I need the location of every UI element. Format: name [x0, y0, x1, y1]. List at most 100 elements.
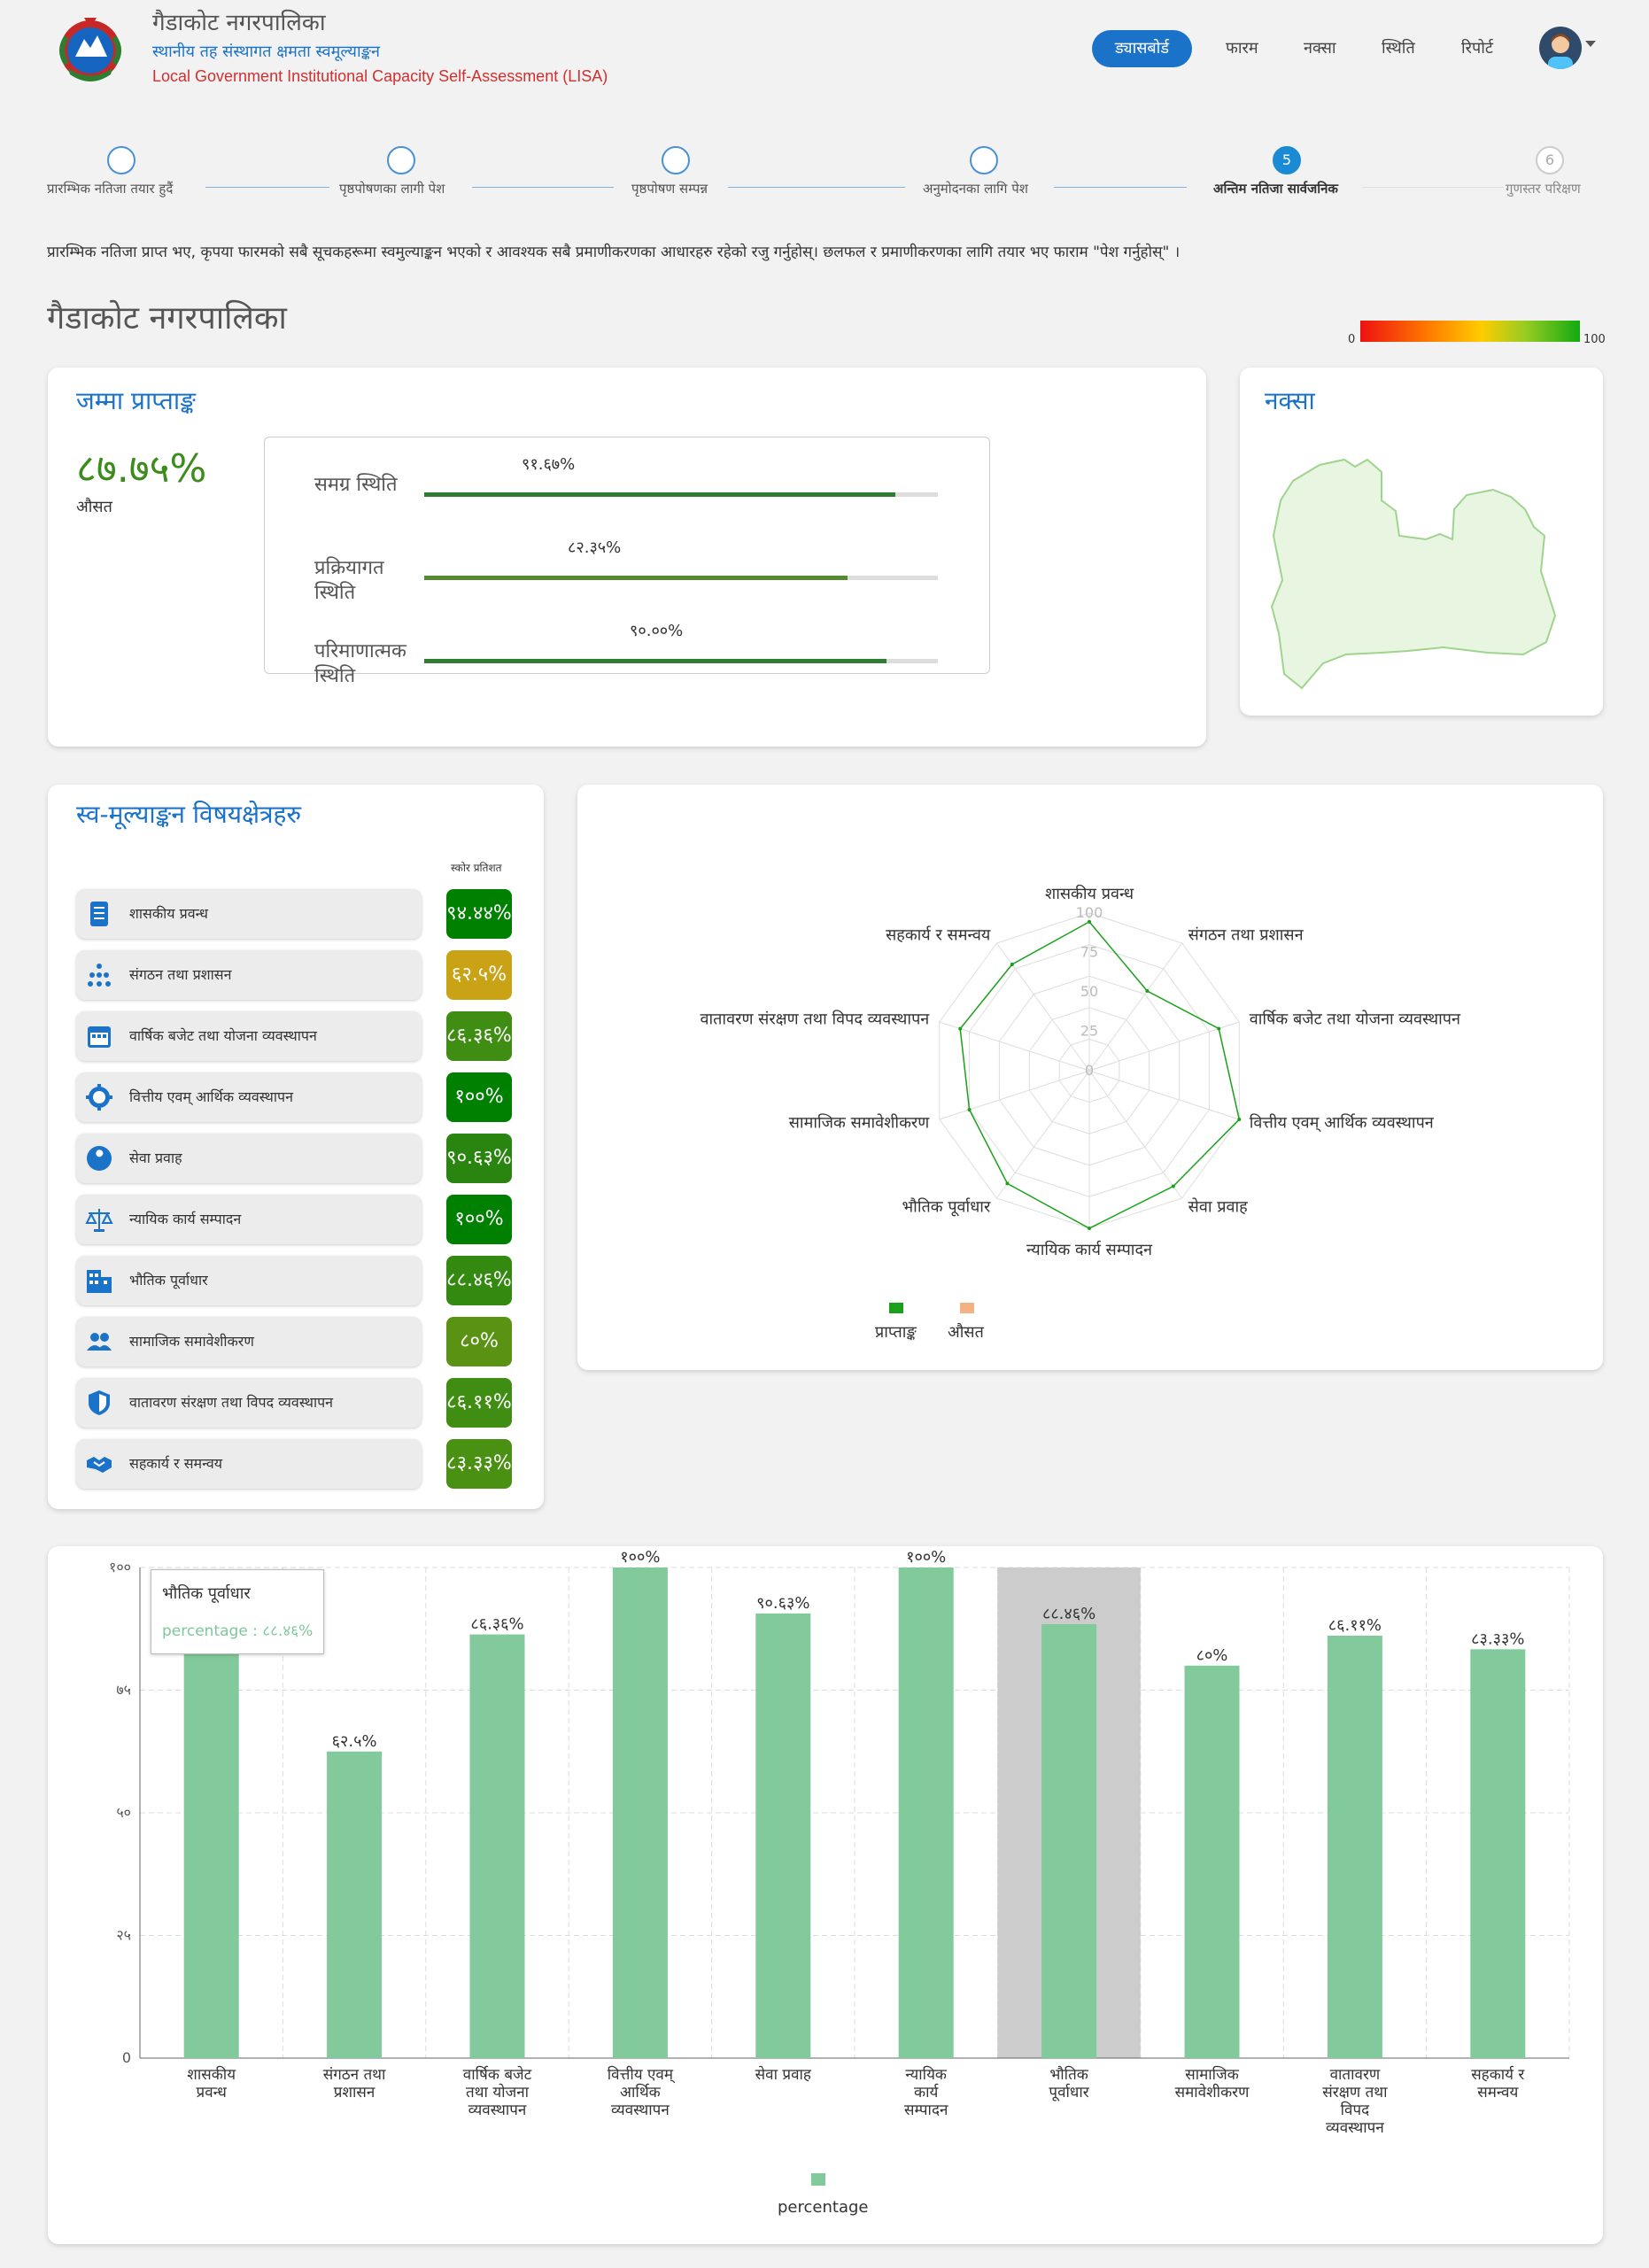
x-tick-label: समावेशीकरण	[1175, 2083, 1250, 2102]
y-tick-label: १००	[109, 1559, 131, 1575]
legend-swatch-percentage	[811, 2173, 825, 2186]
radar-series-score	[959, 920, 1241, 1229]
radar-chart-card: 0 25 50 75 100 शासकीय प्रवन्ध संगठन तथा प्रशास…	[577, 785, 1603, 1370]
legend-swatch-average	[960, 1303, 974, 1313]
x-tick-label: सामाजिक	[1185, 2065, 1239, 2084]
y-tick-label: ७५	[116, 1682, 131, 1699]
bar-data-label: ६२.५%	[332, 1732, 377, 1751]
radar-axis-label: वित्तीय एवम् आर्थिक व्यवस्थापन	[1250, 1113, 1435, 1133]
domain-score-badge: ९०.६३%	[446, 1134, 512, 1183]
legend-label-average[interactable]: औसत	[948, 1323, 984, 1342]
domain-name: संगठन तथा प्रशासन	[129, 966, 232, 983]
x-tick-label: सम्पादन	[904, 2102, 948, 2119]
x-tick-label: संरक्षण तथा	[1322, 2084, 1388, 2102]
step-1-label: प्रारम्भिक नतिजा तयार हुदैं	[47, 181, 174, 197]
radar-point	[1237, 1118, 1242, 1122]
nav-dashboard[interactable]: ड्यासबोर्ड	[1092, 30, 1192, 67]
status-track-quantitative	[424, 659, 938, 663]
x-tick-label: व्यवस्थापन	[468, 2102, 527, 2119]
domain-row[interactable]: भौतिक पूर्वाधार	[76, 1256, 422, 1305]
nav-report[interactable]: रिपोर्ट	[1461, 39, 1493, 58]
step-2-circle	[387, 146, 415, 174]
radar-spoke	[939, 1021, 1090, 1072]
user-menu-caret-icon[interactable]	[1585, 41, 1596, 47]
domain-name: सामाजिक समावेशीकरण	[129, 1333, 254, 1350]
handshake-icon	[87, 1457, 112, 1473]
nav-map[interactable]: नक्सा	[1304, 39, 1336, 58]
radar-spoke	[939, 1070, 1090, 1120]
domain-row[interactable]: सेवा प्रवाह	[76, 1134, 422, 1183]
status-track-overall	[424, 492, 938, 497]
radar-point	[1171, 1184, 1175, 1188]
x-tick-label: व्यवस्थापन	[1326, 2119, 1384, 2137]
domain-row[interactable]: वित्तीय एवम् आर्थिक व्यवस्थापन	[76, 1072, 422, 1122]
radar-tick-label: 25	[1080, 1023, 1098, 1040]
radar-axis-label: सामाजिक समावेशीकरण	[789, 1113, 931, 1133]
domain-score-badge: १००%	[446, 1072, 512, 1122]
x-tick-label: वार्षिक बजेट	[463, 2065, 532, 2084]
bar	[183, 1594, 239, 2058]
municipality-map[interactable]	[1266, 447, 1585, 695]
domain-row[interactable]: संगठन तथा प्रशासन	[76, 950, 422, 1000]
step-4-circle	[970, 146, 998, 174]
color-scale-legend	[1360, 321, 1580, 342]
domain-name: शासकीय प्रवन्ध	[129, 905, 208, 922]
step-5-label: अन्तिम नतिजा सार्वजनिक	[1213, 181, 1338, 197]
scale-min-label: 0	[1348, 333, 1356, 346]
radar-point	[958, 1026, 963, 1031]
domain-name: वातावरण संरक्षण तथा विपद व्यवस्थापन	[129, 1394, 334, 1411]
shield-icon	[89, 1390, 110, 1415]
map-card: नक्सा	[1240, 368, 1603, 716]
tooltip-value: percentage : ८८.४६%	[162, 1622, 314, 1640]
step-2-label: पृष्ठपोषणका लागी पेश	[339, 181, 445, 197]
radar-tick-label: 50	[1080, 983, 1098, 1000]
status-value-process: ८२.३५%	[568, 538, 622, 557]
domain-row[interactable]: शासकीय प्रवन्ध	[76, 889, 422, 939]
organization-icon	[88, 964, 111, 987]
legend-label-score[interactable]: प्राप्ताङ्क	[875, 1323, 917, 1342]
radar-spoke	[995, 1070, 1090, 1199]
domain-row[interactable]: वातावरण संरक्षण तथा विपद व्यवस्थापन	[76, 1378, 422, 1428]
y-tick-label: २५	[116, 1927, 131, 1944]
status-label-quantitative: परिमाणात्मक स्थिति	[314, 640, 406, 687]
bar	[1041, 1623, 1097, 2058]
x-tick-label: समन्वय	[1477, 2084, 1519, 2102]
radar-point	[1217, 1026, 1221, 1031]
nav-status[interactable]: स्थिति	[1382, 39, 1415, 58]
x-tick-label: विपद	[1341, 2101, 1371, 2119]
map-title: नक्सा	[1265, 386, 1315, 415]
status-label-overall: समग्र स्थिति	[314, 474, 398, 496]
x-tick-label: न्यायिक	[905, 2065, 948, 2084]
scale-max-label: 100	[1583, 333, 1606, 346]
domain-name: न्यायिक कार्य सम्पादन	[129, 1211, 242, 1227]
user-avatar[interactable]	[1539, 27, 1582, 69]
bar-data-label: ८८.४६%	[1042, 1605, 1095, 1623]
domain-name: वित्तीय एवम् आर्थिक व्यवस्थापन	[129, 1088, 293, 1105]
domain-row[interactable]: न्यायिक कार्य सम्पादन	[76, 1195, 422, 1244]
step-4-label: अनुमोदनका लागि पेश	[923, 181, 1028, 197]
y-tick-label: 0	[122, 2049, 131, 2066]
domains-title: स्व-मूल्याङ्कन विषयक्षेत्रहरु	[76, 800, 302, 829]
domain-name: सेवा प्रवाह	[129, 1149, 182, 1166]
bar	[755, 1613, 811, 2058]
chart-tooltip: भौतिक पूर्वाधार percentage : ८८.४६%	[151, 1569, 324, 1654]
tooltip-title: भौतिक पूर्वाधार	[162, 1584, 251, 1603]
x-tick-label: तथा योजना	[466, 2083, 530, 2102]
domain-row[interactable]: सामाजिक समावेशीकरण	[76, 1317, 422, 1366]
nav-form[interactable]: फारम	[1226, 39, 1258, 58]
domain-row[interactable]: वार्षिक बजेट तथा योजना व्यवस्थापन	[76, 1011, 422, 1061]
domain-score-badge: ८६.११%	[446, 1378, 512, 1428]
legend-swatch-score	[889, 1303, 903, 1313]
x-tick-label: शासकीय	[187, 2065, 236, 2084]
bar	[469, 1634, 525, 2058]
page-title: गैडाकोट नगरपालिका	[47, 300, 287, 337]
radar-axis-label: संगठन तथा प्रशासन	[1188, 925, 1304, 944]
domain-name: वार्षिक बजेट तथा योजना व्यवस्थापन	[129, 1027, 317, 1044]
bar	[1327, 1635, 1382, 2058]
domains-card: स्व-मूल्याङ्कन विषयक्षेत्रहरु स्कोर प्रत…	[48, 785, 544, 1509]
x-tick-label: आर्थिक	[620, 2083, 662, 2102]
status-track-process	[424, 576, 938, 580]
domain-row[interactable]: सहकार्य र समन्वय	[76, 1439, 422, 1489]
bar-data-label: ८०%	[1196, 1646, 1228, 1665]
legend-label-percentage[interactable]: percentage	[778, 2198, 869, 2217]
